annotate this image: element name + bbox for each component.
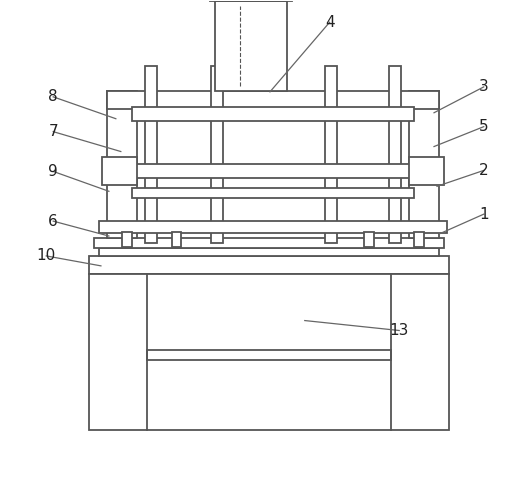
- Bar: [89, 256, 449, 274]
- Text: 4: 4: [325, 15, 334, 30]
- Bar: [414, 232, 424, 247]
- Bar: [89, 274, 449, 430]
- Text: 7: 7: [48, 124, 58, 139]
- Bar: [132, 107, 414, 121]
- Text: 6: 6: [48, 214, 58, 228]
- Bar: [107, 91, 439, 109]
- Text: 1: 1: [479, 207, 489, 222]
- Bar: [389, 66, 401, 243]
- Bar: [364, 232, 374, 247]
- Bar: [132, 188, 414, 198]
- Bar: [94, 238, 444, 248]
- Bar: [211, 0, 292, 1]
- Text: 9: 9: [48, 164, 58, 179]
- Text: 5: 5: [479, 119, 489, 134]
- Bar: [122, 232, 132, 247]
- Bar: [409, 91, 439, 238]
- Bar: [324, 66, 337, 243]
- Text: 2: 2: [479, 163, 489, 178]
- Text: 3: 3: [479, 79, 489, 94]
- Bar: [99, 248, 439, 256]
- Bar: [409, 157, 444, 185]
- Bar: [99, 221, 447, 233]
- Bar: [107, 91, 136, 238]
- Text: 10: 10: [37, 248, 56, 263]
- Text: 13: 13: [390, 323, 409, 338]
- Bar: [215, 1, 287, 91]
- Bar: [102, 157, 136, 185]
- Bar: [145, 66, 156, 243]
- Bar: [172, 232, 182, 247]
- Text: 8: 8: [48, 89, 58, 104]
- Bar: [146, 350, 391, 360]
- Bar: [132, 164, 414, 178]
- Bar: [211, 66, 223, 243]
